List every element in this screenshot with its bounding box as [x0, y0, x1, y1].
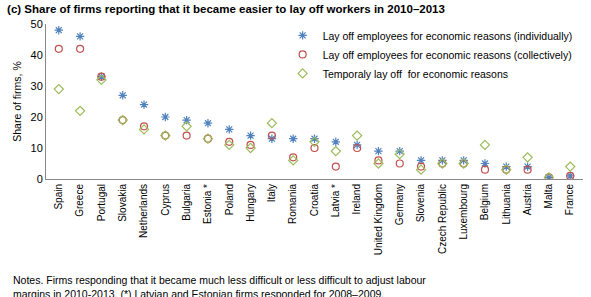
svg-text:30: 30	[31, 80, 43, 92]
svg-text:40: 40	[31, 49, 43, 61]
svg-text:France: France	[564, 184, 575, 216]
svg-text:Cyprus: Cyprus	[160, 184, 171, 216]
svg-text:Poland: Poland	[224, 184, 235, 215]
svg-text:Czech Republic: Czech Republic	[437, 184, 448, 254]
svg-text:Austria: Austria	[522, 184, 533, 216]
svg-text:(c) Share of firms reporting t: (c) Share of firms reporting that it bec…	[7, 3, 445, 15]
svg-text:Lithuania: Lithuania	[501, 184, 512, 225]
svg-text:Italy: Italy	[266, 184, 277, 202]
svg-text:Croatia: Croatia	[309, 184, 320, 217]
svg-text:Germany: Germany	[394, 184, 405, 225]
svg-text:10: 10	[31, 142, 43, 154]
svg-text:Romania: Romania	[287, 184, 298, 224]
svg-text:Share of firms, %: Share of firms, %	[11, 61, 23, 142]
svg-text:Spain: Spain	[53, 184, 64, 210]
svg-text:Latvia *: Latvia *	[330, 184, 341, 217]
svg-text:United Kingdom: United Kingdom	[373, 184, 384, 255]
svg-text:20: 20	[31, 111, 43, 123]
svg-text:Temporaly lay off for economi: Temporaly lay off for economic reasons	[323, 67, 508, 79]
svg-text:Belgium: Belgium	[479, 184, 490, 220]
svg-text:Malta: Malta	[543, 184, 554, 209]
svg-text:0: 0	[37, 173, 43, 185]
svg-text:Slovenia: Slovenia	[415, 184, 426, 223]
svg-text:Slovakia: Slovakia	[117, 184, 128, 222]
svg-text:Lay off employees for economic: Lay off employees for economic reasons (…	[323, 48, 572, 60]
svg-text:Greece: Greece	[74, 184, 85, 217]
svg-text:Estonia *: Estonia *	[202, 184, 213, 224]
svg-text:Bulgaria: Bulgaria	[181, 184, 192, 221]
svg-text:Portugal: Portugal	[96, 184, 107, 221]
svg-text:Lay off employees for economic: Lay off employees for economic reasons (…	[323, 29, 573, 41]
svg-text:Ireland: Ireland	[351, 184, 362, 215]
svg-text:Netherlands: Netherlands	[138, 184, 149, 238]
svg-text:Luxembourg: Luxembourg	[458, 184, 469, 240]
svg-text:Notes. Firms responding that i: Notes. Firms responding that it became m…	[13, 274, 426, 297]
svg-text:Hungary: Hungary	[245, 184, 256, 222]
svg-text:50: 50	[31, 18, 43, 30]
